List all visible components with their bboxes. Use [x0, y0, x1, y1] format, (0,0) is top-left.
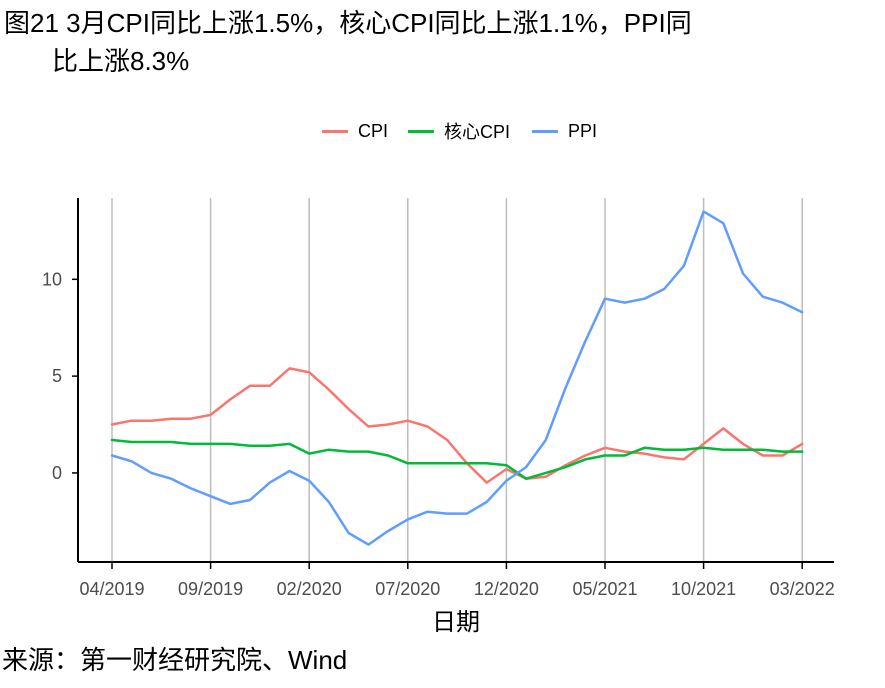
chart-legend: CPI 核心CPI PPI — [0, 116, 885, 146]
legend-swatch-ppi — [532, 129, 558, 133]
y-tick-label: 5 — [52, 366, 62, 386]
chart-ticks: 04/2019 09/2019 02/2020 07/2020 12/2020 05/20… — [42, 269, 835, 599]
series-line-core-cpi — [110, 438, 804, 480]
legend-item-cpi: CPI — [322, 116, 388, 146]
x-tick-label: 07/2020 — [375, 579, 440, 599]
legend-item-ppi: PPI — [532, 116, 597, 146]
x-tick-label: 10/2021 — [671, 579, 736, 599]
series-line-ppi — [110, 210, 804, 546]
legend-swatch-cpi — [322, 129, 348, 133]
chart-title-line-2: 比上涨8.3% — [52, 46, 190, 76]
legend-label-core-cpi: 核心CPI — [444, 122, 511, 142]
source-note: 来源：第一财经研究院、Wind — [2, 645, 348, 675]
chart-gridlines — [111, 198, 803, 562]
legend-swatch-core-cpi — [408, 129, 434, 133]
series-line-cpi — [110, 367, 804, 484]
legend-label-cpi: CPI — [358, 120, 389, 141]
legend-item-core-cpi: 核心CPI — [408, 116, 510, 146]
chart-title-line-1: 图21 3月CPI同比上涨1.5%，核心CPI同比上涨1.1%，PPI同 — [4, 8, 692, 38]
y-tick-label: 10 — [42, 269, 62, 289]
x-tick-label: 04/2019 — [79, 579, 144, 599]
chart-series — [110, 210, 804, 546]
legend-label-ppi: PPI — [568, 120, 598, 141]
x-tick-label: 05/2021 — [572, 579, 637, 599]
chart-axes — [77, 198, 834, 563]
x-tick-label: 12/2020 — [474, 579, 539, 599]
chart-title: 图21 3月CPI同比上涨1.5%，核心CPI同比上涨1.1%，PPI同 比上涨… — [4, 4, 874, 80]
x-axis-title: 日期 — [432, 609, 480, 636]
x-tick-label: 03/2022 — [770, 579, 835, 599]
x-tick-label: 09/2019 — [178, 579, 243, 599]
y-tick-label: 0 — [52, 463, 62, 483]
x-tick-label: 02/2020 — [277, 579, 342, 599]
